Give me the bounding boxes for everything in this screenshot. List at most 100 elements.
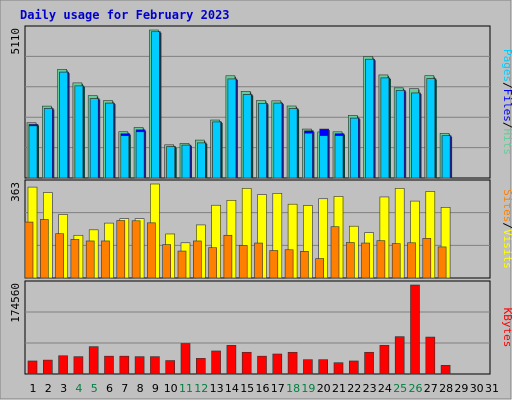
middle-sites-bar-day-27 <box>422 238 432 279</box>
bottom-kbytes-bar-day-28 <box>440 365 451 375</box>
bottom-kbytes-bar-day-24 <box>379 345 390 375</box>
day-label-22: 22 <box>347 382 361 395</box>
bottom-legend-kbytes: KBytes <box>501 308 512 348</box>
day-label-7: 7 <box>121 382 128 395</box>
day-label-25: 25 <box>393 382 407 395</box>
middle-sites-bar-day-24 <box>376 240 386 279</box>
bottom-kbytes-bar-day-12 <box>196 358 206 375</box>
middle-sites-bar-day-7 <box>116 220 126 279</box>
middle-sites-bar-day-3 <box>55 233 64 279</box>
top-pages-bar-day-21 <box>334 135 344 179</box>
top-pages-bar-day-4 <box>74 85 84 179</box>
day-label-23: 23 <box>363 382 377 395</box>
top-series-legend: Pages/Files/Hits <box>501 49 512 155</box>
day-label-3: 3 <box>60 382 67 395</box>
top-pages-bar-day-8 <box>135 131 145 179</box>
top-pages-bar-day-19 <box>304 132 313 179</box>
top-pages-bar-day-13 <box>212 121 221 179</box>
middle-sites-bar-day-8 <box>131 220 141 279</box>
top-pages-bar-day-14 <box>227 78 237 179</box>
middle-sites-bar-day-2 <box>39 219 49 279</box>
day-label-20: 20 <box>317 382 331 395</box>
chart-title: Daily usage for February 2023 <box>20 8 230 22</box>
day-label-8: 8 <box>137 382 144 395</box>
bottom-kbytes-bar-day-10 <box>165 360 175 375</box>
middle-legend-visits: Visits <box>501 229 512 269</box>
top-pages-bar-day-17 <box>273 102 283 179</box>
top-legend-separator: / <box>501 122 512 129</box>
day-label-26: 26 <box>409 382 423 395</box>
top-legend-hits: Hits <box>501 129 512 156</box>
bottom-kbytes-bar-day-4 <box>73 356 84 375</box>
top-legend-separator: / <box>501 82 512 89</box>
day-label-14: 14 <box>225 382 239 395</box>
top-pages-bar-day-26 <box>411 92 420 179</box>
middle-sites-bar-day-11 <box>177 250 187 279</box>
middle-sites-bar-day-25 <box>391 243 401 279</box>
middle-panel: 363 Sites/Visits <box>9 179 512 279</box>
bottom-kbytes-bar-day-8 <box>134 356 145 375</box>
middle-ymax-label: 363 <box>9 182 22 202</box>
top-pages-bar-day-3 <box>59 71 68 179</box>
day-label-29: 29 <box>454 382 468 395</box>
middle-sites-bar-day-18 <box>284 249 294 279</box>
top-ymax-label: 5110 <box>9 28 22 55</box>
middle-sites-bar-day-12 <box>193 240 202 279</box>
bottom-kbytes-bar-day-18 <box>287 351 298 375</box>
top-pages-bar-day-2 <box>43 108 53 179</box>
bottom-kbytes-bar-day-6 <box>104 355 114 375</box>
middle-sites-bar-day-17 <box>269 250 279 279</box>
top-pages-bar-day-11 <box>181 144 191 179</box>
day-label-28: 28 <box>439 382 453 395</box>
bottom-kbytes-bar-day-11 <box>180 343 191 375</box>
day-label-19: 19 <box>301 382 315 395</box>
middle-sites-bar-day-16 <box>254 242 263 279</box>
bottom-kbytes-bar-day-16 <box>257 355 267 375</box>
day-label-31: 31 <box>485 382 499 395</box>
day-label-10: 10 <box>164 382 178 395</box>
top-pages-bar-day-10 <box>166 146 175 179</box>
top-pages-bar-day-15 <box>242 94 252 179</box>
middle-sites-bar-day-10 <box>162 244 171 279</box>
middle-sites-bar-day-13 <box>208 247 217 279</box>
middle-sites-bar-day-1 <box>24 221 34 279</box>
bottom-kbytes-bar-day-5 <box>88 346 99 375</box>
middle-sites-bar-day-19 <box>300 251 309 279</box>
day-label-11: 11 <box>179 382 193 395</box>
day-label-18: 18 <box>286 382 300 395</box>
day-label-9: 9 <box>152 382 159 395</box>
day-label-30: 30 <box>470 382 484 395</box>
top-pages-bar-day-18 <box>288 108 298 179</box>
bottom-kbytes-bar-day-20 <box>318 359 329 375</box>
day-label-5: 5 <box>91 382 98 395</box>
top-pages-bar-day-5 <box>89 98 99 179</box>
top-pages-bar-day-23 <box>365 58 374 179</box>
chart-panels: 5110Pages/Files/Hits363Sites/Visits17456… <box>9 25 512 395</box>
middle-sites-bar-day-15 <box>238 245 248 279</box>
top-pages-bar-day-20 <box>319 135 329 179</box>
bottom-kbytes-bar-day-1 <box>27 360 38 375</box>
day-label-27: 27 <box>424 382 438 395</box>
top-pages-bar-day-27 <box>426 78 436 179</box>
bottom-panel: 174560 KBytes <box>9 280 512 375</box>
top-pages-bar-day-9 <box>151 31 160 179</box>
top-legend-pages: Pages <box>501 49 512 82</box>
day-label-16: 16 <box>256 382 270 395</box>
middle-sites-bar-day-4 <box>70 239 80 279</box>
day-label-4: 4 <box>75 382 82 395</box>
day-label-17: 17 <box>271 382 285 395</box>
bottom-kbytes-bar-day-3 <box>58 355 68 375</box>
top-legend-files: Files <box>501 89 512 122</box>
top-pages-bar-day-6 <box>105 102 114 179</box>
day-label-21: 21 <box>332 382 346 395</box>
bottom-kbytes-bar-day-7 <box>119 355 130 375</box>
bottom-kbytes-bar-day-2 <box>42 359 53 375</box>
bottom-series-legend: KBytes <box>501 308 512 348</box>
middle-sites-bar-day-9 <box>147 222 156 279</box>
bottom-kbytes-bar-day-13 <box>211 350 221 375</box>
top-pages-bar-day-12 <box>197 142 206 179</box>
day-axis-labels: 1 2 3 4 5 6 7 8 9 10 11 12 13 14 15 16 17 18 19 20 21 22 23 24 2… <box>30 382 500 395</box>
middle-sites-bar-day-26 <box>407 242 416 279</box>
